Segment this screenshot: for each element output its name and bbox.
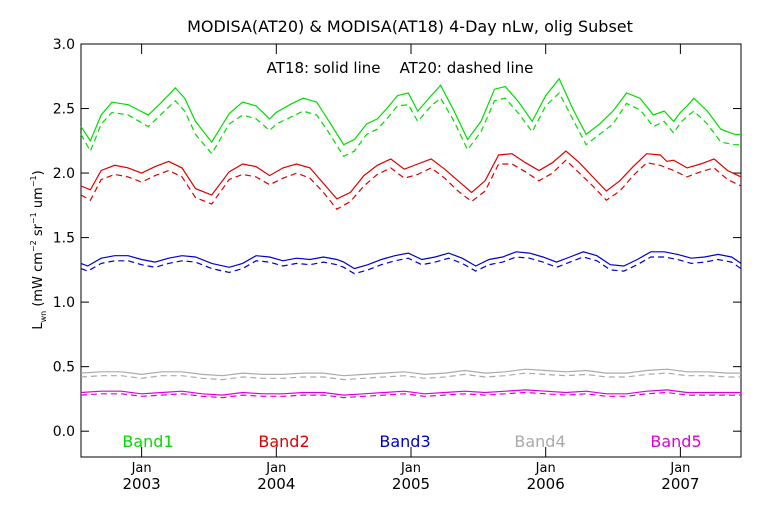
y-axis-label-mid: sr xyxy=(31,223,46,240)
y-axis-label-units: (mW cm xyxy=(31,252,46,307)
series-band5 xyxy=(80,389,741,399)
series-band5-at18-line xyxy=(80,389,741,396)
y-axis-label-main: L xyxy=(31,322,46,330)
series-band2-at18-line xyxy=(80,150,742,200)
series-band4 xyxy=(80,368,741,381)
x-tick-month: Jan xyxy=(265,461,286,476)
y-tick-label: 3.0 xyxy=(53,37,75,53)
x-tick-month: Jan xyxy=(535,461,556,476)
series-band3-at18-line xyxy=(80,251,742,270)
series-band3-at20-line xyxy=(80,256,742,275)
series-band2 xyxy=(80,150,742,210)
x-tick-year: 2007 xyxy=(661,475,699,493)
x-tick-year: 2005 xyxy=(392,475,430,493)
series-band1-at20-line xyxy=(80,92,741,158)
series-band4-at18-line xyxy=(80,368,741,377)
series-band3 xyxy=(80,251,742,275)
y-tick-label: 2.0 xyxy=(53,166,75,182)
y-tick-label: 0.5 xyxy=(53,360,75,376)
y-axis-label-mid2: um xyxy=(31,187,46,212)
chart-title: MODISA(AT20) & MODISA(AT18) 4-Day nLw, o… xyxy=(187,17,633,36)
y-axis-label-exp3: −1 xyxy=(29,175,38,187)
y-axis-label-end: ) xyxy=(31,170,46,175)
legend-band2: Band2 xyxy=(258,432,309,451)
y-axis-label-exp2: −1 xyxy=(29,212,38,224)
series-band1 xyxy=(80,77,741,158)
series-layer xyxy=(80,77,742,399)
y-tick-label: 1.0 xyxy=(53,295,75,311)
x-tick-month: Jan xyxy=(400,461,421,476)
y-tick-label: 2.5 xyxy=(53,102,75,118)
x-tick-year: 2004 xyxy=(257,475,295,493)
y-axis-label: Lwn (mW cm−2 sr−1 um−1) xyxy=(29,170,48,329)
series-band2-at20-line xyxy=(80,159,742,210)
series-band5-at20-line xyxy=(80,391,741,399)
legend-band4: Band4 xyxy=(514,432,565,451)
legend-band3: Band3 xyxy=(379,432,430,451)
series-band1-at18-line xyxy=(80,77,741,146)
series-band4-at20-line xyxy=(80,372,741,381)
y-axis-label-sub: wn xyxy=(39,311,48,323)
annotation: AT18: solid line AT20: dashed line xyxy=(267,59,534,77)
x-tick-month: Jan xyxy=(669,461,690,476)
x-tick-month: Jan xyxy=(131,461,152,476)
legend-band5: Band5 xyxy=(650,432,701,451)
x-tick-year: 2003 xyxy=(123,475,161,493)
legend-band1: Band1 xyxy=(122,432,173,451)
legend: Band1 Band2 Band3 Band4 Band5 xyxy=(122,432,701,451)
x-tick-year: 2006 xyxy=(527,475,565,493)
y-axis: 0.0 0.5 1.0 1.5 2.0 2.5 3.0 xyxy=(53,37,741,440)
y-tick-label: 0.0 xyxy=(53,424,75,440)
y-tick-label: 1.5 xyxy=(53,231,75,247)
y-axis-label-exp1: −2 xyxy=(29,240,38,252)
